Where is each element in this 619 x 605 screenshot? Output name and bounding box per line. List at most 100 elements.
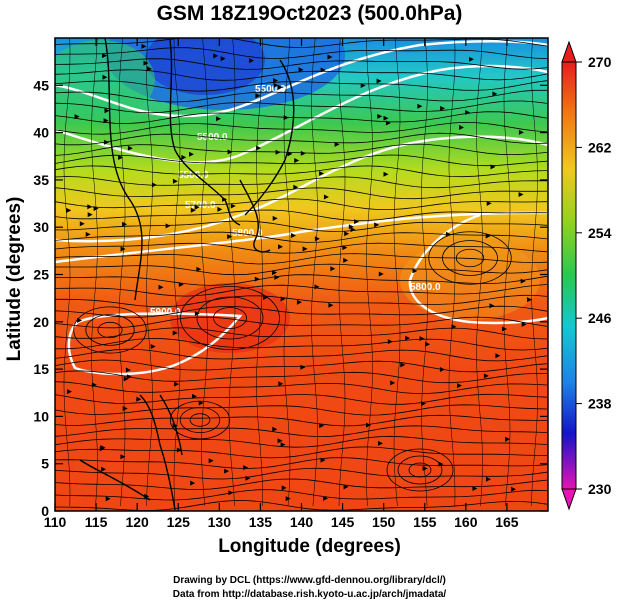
wind-arrowhead <box>330 266 336 272</box>
x-tick-label: 165 <box>495 514 519 530</box>
wind-arrowhead <box>300 364 306 370</box>
wind-arrowhead <box>343 484 349 490</box>
wind-arrowhead <box>125 367 131 373</box>
streamline <box>55 414 548 427</box>
wind-arrowhead <box>277 84 283 90</box>
streamline <box>503 38 511 507</box>
wind-arrowhead <box>103 118 109 124</box>
wind-arrowhead <box>79 221 85 227</box>
wind-arrowhead <box>190 207 196 213</box>
wind-arrowhead <box>387 339 393 345</box>
wind-arrowhead <box>178 282 184 287</box>
wind-arrowhead <box>77 317 83 323</box>
streamline <box>228 38 236 507</box>
streamline <box>55 220 548 232</box>
wind-arrowhead <box>405 335 410 341</box>
wind-arrowhead <box>230 203 236 209</box>
streamline <box>55 478 548 490</box>
wind-arrowhead <box>87 204 93 210</box>
wind-arrowhead <box>120 246 126 252</box>
wind-arrowhead <box>66 207 72 213</box>
y-tick-label: 20 <box>33 314 49 330</box>
x-tick-label: 140 <box>290 514 314 530</box>
wind-arrowhead <box>104 139 110 145</box>
streamline <box>55 198 548 210</box>
wind-arrowhead <box>143 60 149 66</box>
wind-arrowhead <box>278 244 283 250</box>
wind-arrowhead <box>120 454 126 460</box>
streamline <box>55 338 548 351</box>
wind-arrowhead <box>457 383 462 389</box>
wind-arrowhead <box>465 110 471 115</box>
streamline-eddy <box>97 321 123 339</box>
colorbar-tick-label: 270 <box>588 54 612 70</box>
wind-arrowhead <box>280 442 286 448</box>
streamline <box>311 38 318 507</box>
streamline <box>55 305 548 318</box>
wind-arrowhead <box>93 206 99 211</box>
streamline <box>476 38 483 507</box>
wind-arrowhead <box>220 56 226 62</box>
wind-arrowhead <box>198 400 204 406</box>
colorbar-tick-label: 246 <box>588 310 612 326</box>
wind-arrowhead <box>412 268 418 274</box>
streamline <box>55 253 548 265</box>
wind-arrowhead <box>421 401 426 407</box>
streamline <box>55 242 548 254</box>
wind-arrowhead <box>419 336 425 342</box>
streamline <box>55 435 548 448</box>
streamline <box>531 38 538 507</box>
streamline <box>55 111 548 124</box>
wind-arrowhead <box>417 103 423 109</box>
streamline <box>55 327 548 340</box>
streamline <box>55 209 548 222</box>
streamline-eddy <box>169 400 231 440</box>
streamline-eddy <box>85 314 135 346</box>
colorbar <box>561 61 577 490</box>
streamline <box>366 38 373 507</box>
streamline-eddy <box>428 231 512 285</box>
wind-arrowhead <box>472 486 478 491</box>
streamline-eddy <box>397 455 443 485</box>
wind-arrowhead <box>298 67 304 73</box>
streamline <box>55 154 548 167</box>
wind-arrowhead <box>85 231 91 237</box>
y-tick-label: 45 <box>33 77 49 93</box>
coastlines <box>79 38 295 511</box>
wind-arrowhead <box>227 149 233 155</box>
wind-arrowhead <box>323 495 328 501</box>
streamline-eddy <box>386 448 454 492</box>
wind-arrowhead <box>287 151 293 157</box>
wind-arrowhead <box>172 330 178 336</box>
wind-arrowhead <box>440 105 446 111</box>
y-tick-label: 25 <box>33 267 49 283</box>
wind-arrowhead <box>272 270 278 276</box>
wind-arrowhead <box>377 113 383 119</box>
streamline <box>55 294 548 308</box>
wind-arrowhead <box>101 466 106 472</box>
wind-arrowhead <box>122 221 128 227</box>
wind-arrowhead <box>374 222 380 228</box>
wind-arrowhead <box>390 380 396 386</box>
streamline <box>55 446 548 459</box>
wind-arrowhead <box>172 178 178 184</box>
streamline-eddy <box>455 248 485 268</box>
wind-arrowhead <box>150 344 156 349</box>
x-tick-label: 115 <box>85 514 108 530</box>
wind-arrowhead <box>511 486 516 492</box>
wind-arrowhead <box>158 284 164 290</box>
streamline <box>55 316 548 329</box>
wind-arrowhead <box>439 367 445 372</box>
contour-label: 5800.0 <box>232 228 263 239</box>
x-axis: 110 115 120 125 130 135 140 145 150 155 160 165 <box>44 38 519 530</box>
wind-arrowhead <box>273 82 279 88</box>
wind-arrowhead <box>350 227 356 233</box>
wind-arrowhead <box>495 353 501 359</box>
wind-arrowhead <box>445 231 451 237</box>
y-axis: 0 5 10 15 20 25 30 35 40 45 <box>33 77 548 519</box>
streamline <box>55 176 547 189</box>
streamline <box>55 284 548 297</box>
wind-arrowhead <box>217 206 223 212</box>
wind-arrowhead <box>348 224 354 230</box>
wind-arrowhead <box>425 341 430 347</box>
